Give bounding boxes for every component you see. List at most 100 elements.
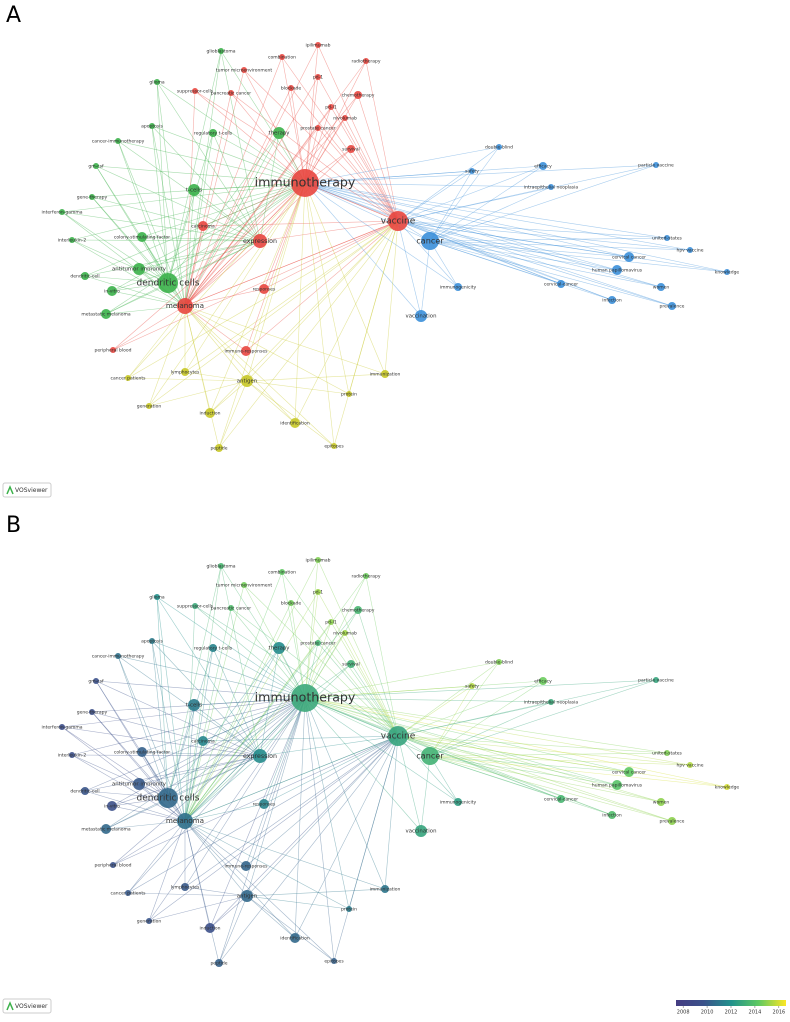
node <box>125 890 131 896</box>
edge <box>218 182 306 449</box>
node <box>158 788 178 808</box>
node-label: epitopes <box>324 444 344 450</box>
node <box>215 444 223 452</box>
edge <box>304 697 552 703</box>
edge <box>184 182 306 373</box>
edge <box>105 820 186 830</box>
edge <box>167 704 195 799</box>
node-label: lymphocytes <box>171 885 200 891</box>
node <box>347 145 355 153</box>
edge <box>429 755 630 773</box>
node <box>290 418 300 428</box>
edge <box>184 182 306 307</box>
edge <box>127 220 399 379</box>
edge <box>184 288 265 307</box>
node <box>205 408 215 418</box>
node <box>241 582 247 588</box>
node <box>421 232 439 250</box>
node <box>454 283 462 291</box>
edge <box>304 697 728 788</box>
node <box>315 589 321 595</box>
edge <box>184 820 386 890</box>
node <box>381 885 389 893</box>
node <box>192 603 198 609</box>
node <box>687 762 693 768</box>
edge <box>156 596 186 822</box>
node <box>496 659 502 665</box>
edge <box>61 211 261 242</box>
edge <box>84 755 261 792</box>
node <box>664 750 670 756</box>
edge <box>304 170 473 184</box>
edge <box>304 697 691 766</box>
node <box>557 280 565 288</box>
node <box>454 798 462 806</box>
edge <box>429 755 673 822</box>
node-label: gene-therapy <box>77 710 108 716</box>
edge <box>184 60 367 307</box>
edge <box>365 575 399 737</box>
edge <box>230 607 399 737</box>
edge <box>259 735 399 757</box>
node-label: dendritic cells <box>137 794 200 804</box>
node-label: chemotherapy <box>342 93 375 99</box>
logo: VOSviewer VOSviewer <box>2 482 52 1014</box>
edge <box>212 647 306 699</box>
node-label: glioma <box>149 80 164 86</box>
edge <box>184 305 350 395</box>
node-label: radiotherapy <box>352 574 381 580</box>
node <box>101 824 111 834</box>
edge <box>193 189 261 242</box>
edge <box>397 680 544 737</box>
edge <box>95 680 261 757</box>
edge <box>184 565 222 822</box>
edge <box>317 44 399 222</box>
node-label: induction <box>200 926 221 932</box>
edge <box>246 373 386 382</box>
node <box>279 569 285 575</box>
node-label: cervical-cancer <box>544 282 578 288</box>
edge <box>184 820 296 939</box>
edge <box>112 305 186 351</box>
node <box>241 861 251 871</box>
edge <box>156 81 169 284</box>
node-label: blockade <box>281 601 301 607</box>
edge <box>397 220 422 317</box>
edge <box>184 663 352 822</box>
edge <box>156 596 306 699</box>
node-label: pd-l1 <box>325 620 337 626</box>
edge <box>112 735 399 866</box>
node <box>539 162 547 170</box>
edge <box>317 76 399 222</box>
node-label: regulatory t-cells <box>194 131 233 137</box>
node-label: pd-l1 <box>325 105 337 111</box>
edge <box>184 106 332 307</box>
node <box>59 209 65 215</box>
node-label: survival <box>342 147 360 153</box>
edge <box>184 305 386 375</box>
edge <box>218 697 306 964</box>
node-label: nivolumab <box>333 631 357 637</box>
edge <box>91 196 261 242</box>
edge <box>304 164 657 184</box>
node <box>315 125 321 131</box>
node-label: glioblastoma <box>207 564 236 570</box>
edge <box>184 584 245 822</box>
node-label: gm-csf <box>88 679 104 685</box>
edge <box>184 87 292 307</box>
edge <box>290 602 306 699</box>
node <box>154 79 160 85</box>
node <box>415 825 427 837</box>
node-label: gene-therapy <box>77 195 108 201</box>
edge <box>290 602 399 737</box>
edge <box>304 697 431 757</box>
edge <box>184 94 359 307</box>
edge <box>184 69 245 307</box>
edge <box>184 305 248 382</box>
edge <box>212 132 261 242</box>
node-label: interleukin-2 <box>58 238 87 244</box>
edge <box>304 182 350 395</box>
edge <box>304 182 728 273</box>
edge <box>91 196 169 284</box>
node <box>218 48 224 54</box>
